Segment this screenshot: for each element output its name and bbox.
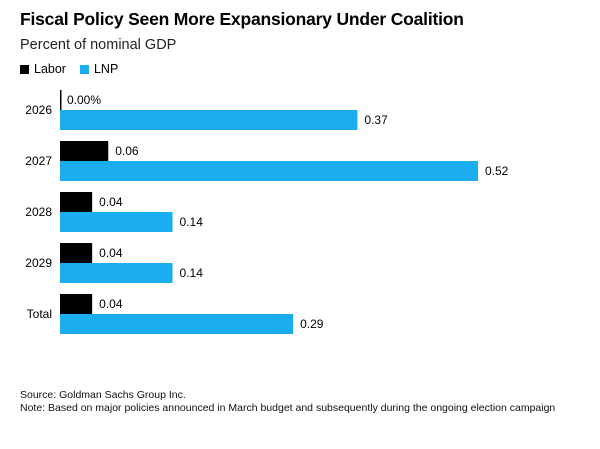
legend-label-labor: Labor [34, 62, 66, 76]
legend-swatch-labor [20, 64, 29, 74]
bar-labor-2029 [60, 243, 93, 263]
category-label-2026: 2026 [25, 103, 52, 117]
bar-labor-2027 [60, 141, 109, 161]
bar-lnp-2028 [60, 212, 173, 232]
value-label-labor-2029: 0.04 [99, 246, 123, 260]
bar-lnp-2026 [60, 110, 358, 130]
value-label-lnp-2026: 0.37 [364, 113, 388, 127]
value-label-lnp-2029: 0.14 [180, 266, 204, 280]
footer: Source: Goldman Sachs Group Inc. Note: B… [20, 389, 590, 415]
bar-lnp-total [60, 314, 294, 334]
category-label-2028: 2028 [25, 205, 52, 219]
chart-subtitle: Percent of nominal GDP [20, 37, 177, 53]
bar-labor-total [60, 294, 93, 314]
value-label-labor-total: 0.04 [99, 297, 123, 311]
bar-labor-2026 [60, 90, 62, 110]
legend-item-lnp: LNP [79, 62, 119, 76]
value-label-labor-2028: 0.04 [99, 195, 123, 209]
legend-swatch-lnp [79, 64, 89, 74]
value-label-labor-2026: 0.00% [67, 93, 101, 107]
bar-lnp-2029 [60, 263, 173, 283]
value-label-lnp-2028: 0.14 [180, 215, 204, 229]
category-label-2029: 2029 [25, 256, 52, 270]
bar-chart: 2026 0.00% 0.37 2027 0.06 0.52 2028 0.04 0.14 202… [25, 90, 509, 334]
legend: Labor LNP [20, 62, 132, 76]
bar-lnp-2027 [60, 161, 478, 181]
value-label-labor-2027: 0.06 [115, 144, 139, 158]
category-label-total: Total [27, 307, 52, 321]
source-note: Source: Goldman Sachs Group Inc. [20, 389, 186, 401]
value-label-lnp-total: 0.29 [300, 317, 324, 331]
category-label-2027: 2027 [25, 154, 52, 168]
chart-title: Fiscal Policy Seen More Expansionary Und… [20, 9, 464, 29]
value-label-lnp-2027: 0.52 [485, 164, 509, 178]
bar-labor-2028 [60, 192, 93, 212]
legend-item-labor: Labor [20, 62, 66, 76]
footnote: Note: Based on major policies announced … [20, 402, 556, 414]
legend-label-lnp: LNP [93, 62, 119, 76]
